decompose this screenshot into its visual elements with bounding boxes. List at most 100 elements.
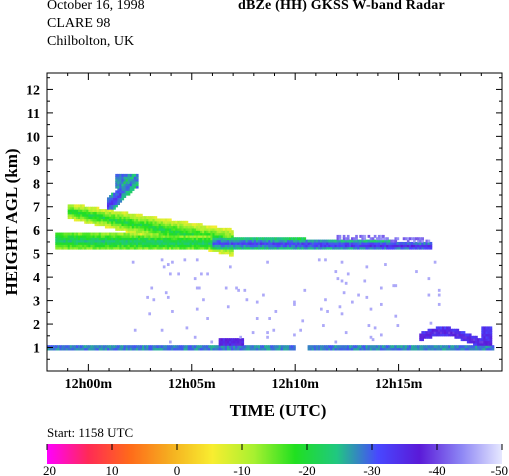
- reflectivity-cell: [340, 347, 344, 351]
- reflectivity-cell: [73, 237, 77, 241]
- reflectivity-cell: [303, 244, 307, 248]
- reflectivity-cell: [444, 326, 447, 330]
- reflectivity-cell: [133, 216, 137, 220]
- reflectivity-cell: [214, 241, 218, 245]
- reflectivity-cell: [106, 209, 110, 213]
- reflectivity-cell: [123, 227, 127, 231]
- reflectivity-cell: [181, 345, 185, 349]
- reflectivity-cell: [181, 237, 185, 241]
- reflectivity-cell: [222, 251, 226, 255]
- reflectivity-cell: [231, 230, 234, 234]
- reflectivity-cell: [162, 225, 166, 229]
- reflectivity-cell: [127, 176, 131, 180]
- reflectivity-cell: [309, 244, 313, 248]
- reflectivity-cell: [330, 347, 334, 351]
- reflectivity-cell: [115, 225, 118, 229]
- reflectivity-cell: [117, 183, 120, 187]
- reflectivity-cell: [61, 241, 65, 245]
- reflectivity-cell: [109, 345, 112, 349]
- reflectivity-cell: [115, 227, 118, 231]
- reflectivity-cell: [94, 234, 98, 238]
- reflectivity-cell: [479, 347, 482, 351]
- reflectivity-cell: [92, 206, 96, 210]
- reflectivity-cell: [133, 225, 137, 229]
- reflectivity-cell: [249, 237, 253, 241]
- reflectivity-cell: [437, 302, 441, 306]
- reflectivity-cell: [270, 241, 274, 245]
- reflectivity-cell: [402, 241, 406, 245]
- reflectivity-cell: [487, 338, 491, 342]
- reflectivity-cell: [162, 239, 166, 243]
- reflectivity-cell: [150, 225, 154, 229]
- reflectivity-cell: [154, 232, 158, 236]
- reflectivity-cell: [160, 258, 164, 262]
- reflectivity-cell: [344, 241, 348, 245]
- reflectivity-cell: [142, 227, 145, 231]
- reflectivity-cell: [179, 227, 183, 231]
- reflectivity-cell: [113, 225, 116, 229]
- reflectivity-cell: [437, 345, 441, 349]
- reflectivity-cell: [121, 234, 125, 238]
- reflectivity-cell: [113, 211, 116, 215]
- reflectivity-cell: [65, 237, 69, 241]
- reflectivity-cell: [111, 211, 114, 215]
- reflectivity-cell: [73, 232, 77, 236]
- reflectivity-cell: [284, 237, 288, 241]
- reflectivity-cell: [131, 225, 135, 229]
- reflectivity-cell: [379, 347, 383, 351]
- reflectivity-cell: [458, 345, 462, 349]
- reflectivity-cell: [185, 347, 189, 351]
- reflectivity-cell: [164, 225, 168, 229]
- reflectivity-cell: [336, 237, 340, 241]
- reflectivity-cell: [404, 244, 408, 248]
- reflectivity-cell: [127, 187, 131, 191]
- reflectivity-cell: [229, 251, 232, 255]
- reflectivity-cell: [257, 347, 261, 351]
- reflectivity-cell: [109, 206, 112, 210]
- reflectivity-cell: [216, 239, 220, 243]
- reflectivity-cell: [235, 286, 238, 290]
- reflectivity-cell: [146, 239, 149, 243]
- reflectivity-cell: [388, 345, 391, 349]
- reflectivity-cell: [140, 230, 143, 234]
- reflectivity-cell: [154, 244, 158, 248]
- reflectivity-cell: [270, 237, 274, 241]
- reflectivity-cell: [191, 345, 195, 349]
- reflectivity-cell: [67, 239, 71, 243]
- reflectivity-cell: [86, 345, 89, 349]
- reflectivity-cell: [119, 176, 123, 180]
- reflectivity-cell: [100, 234, 104, 238]
- reflectivity-cell: [129, 239, 133, 243]
- reflectivity-cell: [125, 173, 129, 177]
- reflectivity-cell: [286, 239, 290, 243]
- reflectivity-cell: [353, 241, 356, 245]
- reflectivity-cell: [129, 232, 133, 236]
- reflectivity-cell: [437, 293, 441, 297]
- reflectivity-cell: [216, 230, 220, 234]
- reflectivity-cell: [131, 230, 135, 234]
- colorbar-tick-label: -10: [233, 463, 250, 476]
- reflectivity-cell: [117, 225, 120, 229]
- reflectivity-cell: [361, 234, 365, 238]
- reflectivity-cell: [477, 342, 480, 346]
- reflectivity-cell: [80, 244, 83, 248]
- reflectivity-cell: [160, 230, 164, 234]
- reflectivity-cell: [224, 340, 228, 344]
- reflectivity-cell: [373, 246, 377, 250]
- colorbar-tick-label: -50: [491, 463, 508, 476]
- reflectivity-cell: [115, 185, 118, 189]
- reflectivity-cell: [452, 347, 456, 351]
- reflectivity-cell: [142, 230, 145, 234]
- reflectivity-cell: [61, 347, 65, 351]
- reflectivity-cell: [175, 234, 178, 238]
- reflectivity-cell: [392, 244, 396, 248]
- reflectivity-cell: [88, 220, 92, 224]
- reflectivity-cell: [171, 241, 174, 245]
- reflectivity-cell: [466, 338, 470, 342]
- reflectivity-cell: [102, 209, 106, 213]
- reflectivity-cell: [183, 241, 187, 245]
- reflectivity-cell: [448, 345, 451, 349]
- reflectivity-cell: [123, 220, 127, 224]
- reflectivity-cell: [123, 232, 127, 236]
- reflectivity-cell: [344, 246, 348, 250]
